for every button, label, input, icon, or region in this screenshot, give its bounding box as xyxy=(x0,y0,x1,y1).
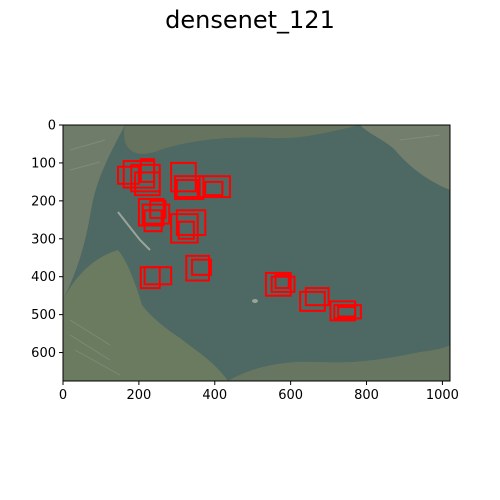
figure-title: densenet_121 xyxy=(165,6,335,34)
detection-box xyxy=(204,180,224,197)
land-top-right xyxy=(360,125,450,190)
x-tick-label: 1000 xyxy=(426,388,459,403)
detection-box xyxy=(264,271,292,297)
detection-box xyxy=(270,275,296,293)
x-tick-label: 400 xyxy=(202,388,227,403)
detection-box xyxy=(177,220,195,240)
x-tick-label: 200 xyxy=(126,388,151,403)
land-bottom-shore xyxy=(228,345,450,381)
land-top-left xyxy=(63,125,125,300)
detection-box xyxy=(304,287,330,307)
detection-box xyxy=(149,199,167,219)
detection-box xyxy=(117,165,140,185)
detection-box xyxy=(191,258,212,276)
y-tick-label: 100 xyxy=(31,156,56,171)
detection-box xyxy=(337,306,357,318)
detection-box xyxy=(143,266,173,286)
detection-box xyxy=(175,209,207,236)
small-island xyxy=(252,299,258,303)
detection-box xyxy=(274,273,290,290)
axes-frame xyxy=(62,124,451,382)
y-tick-label: 300 xyxy=(31,232,56,247)
detection-box xyxy=(141,203,171,225)
detection-box xyxy=(139,158,156,183)
causeway-road xyxy=(117,211,151,251)
land-north-shore xyxy=(124,125,360,154)
detection-box xyxy=(173,175,205,200)
y-axis: 0 100 200 300 400 500 600 xyxy=(31,119,63,361)
y-tick-label: 500 xyxy=(31,308,56,323)
detection-boxes xyxy=(117,158,362,322)
x-axis: 0 200 400 600 800 1000 xyxy=(59,381,459,403)
land-bottom-left xyxy=(63,250,228,381)
detection-box xyxy=(299,290,326,312)
y-tick-label: 600 xyxy=(31,346,56,361)
y-tick-label: 0 xyxy=(48,119,56,134)
y-tick-label: 400 xyxy=(31,270,56,285)
detection-box xyxy=(185,254,211,282)
y-tick-label: 200 xyxy=(31,194,56,209)
aerial-satellite-image xyxy=(63,125,450,381)
detection-box xyxy=(143,209,163,233)
detection-box xyxy=(170,213,199,244)
x-tick-label: 600 xyxy=(278,388,303,403)
x-tick-label: 0 xyxy=(59,388,67,403)
field-stripes xyxy=(69,134,441,376)
detection-box xyxy=(175,178,199,199)
detection-box xyxy=(137,197,165,227)
detection-box xyxy=(134,171,161,197)
detection-box xyxy=(198,175,231,199)
x-tick-label: 800 xyxy=(354,388,379,403)
detection-box xyxy=(333,304,362,320)
